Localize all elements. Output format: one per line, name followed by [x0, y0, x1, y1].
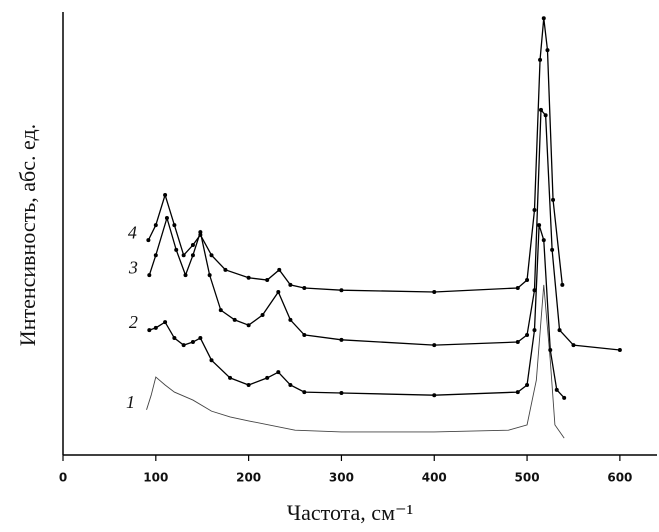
series-line: [147, 18, 563, 293]
data-point: [538, 57, 543, 62]
data-point: [181, 343, 186, 348]
series-line: [148, 108, 620, 351]
data-point: [153, 223, 158, 228]
data-point: [223, 267, 228, 272]
data-point: [209, 358, 214, 363]
data-point: [532, 208, 537, 213]
data-point: [246, 323, 251, 328]
data-point: [163, 192, 168, 197]
data-point: [432, 289, 437, 294]
data-point: [541, 16, 546, 21]
series-line: [146, 284, 565, 439]
data-point: [260, 313, 265, 318]
x-axis-label: Частота, см⁻¹: [287, 500, 413, 525]
data-point: [163, 320, 168, 325]
data-point: [550, 247, 555, 252]
x-tick-label: 400: [422, 471, 447, 485]
data-point: [432, 393, 437, 398]
series-line: [149, 224, 565, 399]
data-point: [198, 336, 203, 341]
x-tick-label: 300: [329, 471, 354, 485]
data-point: [147, 273, 152, 278]
data-point: [515, 285, 520, 290]
data-point: [339, 337, 344, 342]
data-point: [207, 273, 212, 278]
data-point: [515, 390, 520, 395]
data-point: [548, 348, 553, 353]
data-point: [181, 253, 186, 258]
data-point: [164, 215, 169, 220]
data-point: [617, 348, 622, 353]
data-point: [543, 113, 548, 118]
y-axis-label: Интенсивность, абс. ед.: [15, 124, 40, 346]
data-point: [246, 383, 251, 388]
data-point: [545, 48, 550, 53]
data-point: [218, 308, 223, 313]
data-point: [525, 278, 530, 283]
data-point: [147, 328, 152, 333]
data-point: [551, 197, 556, 202]
data-point: [146, 238, 151, 243]
series-label: 3: [128, 257, 138, 277]
data-point: [302, 390, 307, 395]
data-point: [246, 275, 251, 280]
x-tick-label: 0: [59, 471, 67, 485]
data-point: [190, 340, 195, 345]
data-point: [525, 332, 530, 337]
data-point: [288, 282, 293, 287]
data-point: [432, 343, 437, 348]
data-point: [525, 383, 530, 388]
data-point: [339, 390, 344, 395]
data-point: [209, 253, 214, 258]
data-point: [302, 285, 307, 290]
data-point: [562, 395, 567, 400]
data-point: [277, 267, 282, 272]
data-point: [198, 232, 203, 237]
data-point: [190, 253, 195, 258]
data-point: [554, 387, 559, 392]
data-point: [557, 328, 562, 333]
x-tick-label: 500: [515, 471, 540, 485]
series-label: 2: [129, 312, 138, 332]
data-point: [537, 223, 542, 228]
data-point: [532, 288, 537, 293]
data-point: [265, 278, 270, 283]
data-point: [302, 332, 307, 337]
data-point: [265, 375, 270, 380]
x-tick-label: 100: [143, 471, 168, 485]
data-point: [172, 223, 177, 228]
data-point: [288, 317, 293, 322]
data-point: [339, 288, 344, 293]
data-point: [538, 107, 543, 112]
data-point: [190, 243, 195, 248]
data-point: [532, 328, 537, 333]
data-point: [172, 336, 177, 341]
x-tick-label: 600: [607, 471, 632, 485]
data-point: [515, 340, 520, 345]
data-point: [541, 238, 546, 243]
data-point: [288, 383, 293, 388]
data-point: [183, 273, 188, 278]
data-point: [153, 325, 158, 330]
data-point: [276, 370, 281, 375]
data-point: [153, 253, 158, 258]
series-label: 4: [128, 222, 137, 242]
data-point: [560, 282, 565, 287]
data-point: [276, 289, 281, 294]
data-point: [228, 375, 233, 380]
data-point: [174, 247, 179, 252]
data-point: [571, 343, 576, 348]
data-point: [232, 317, 237, 322]
x-tick-label: 200: [236, 471, 261, 485]
series-label: 1: [126, 392, 135, 412]
